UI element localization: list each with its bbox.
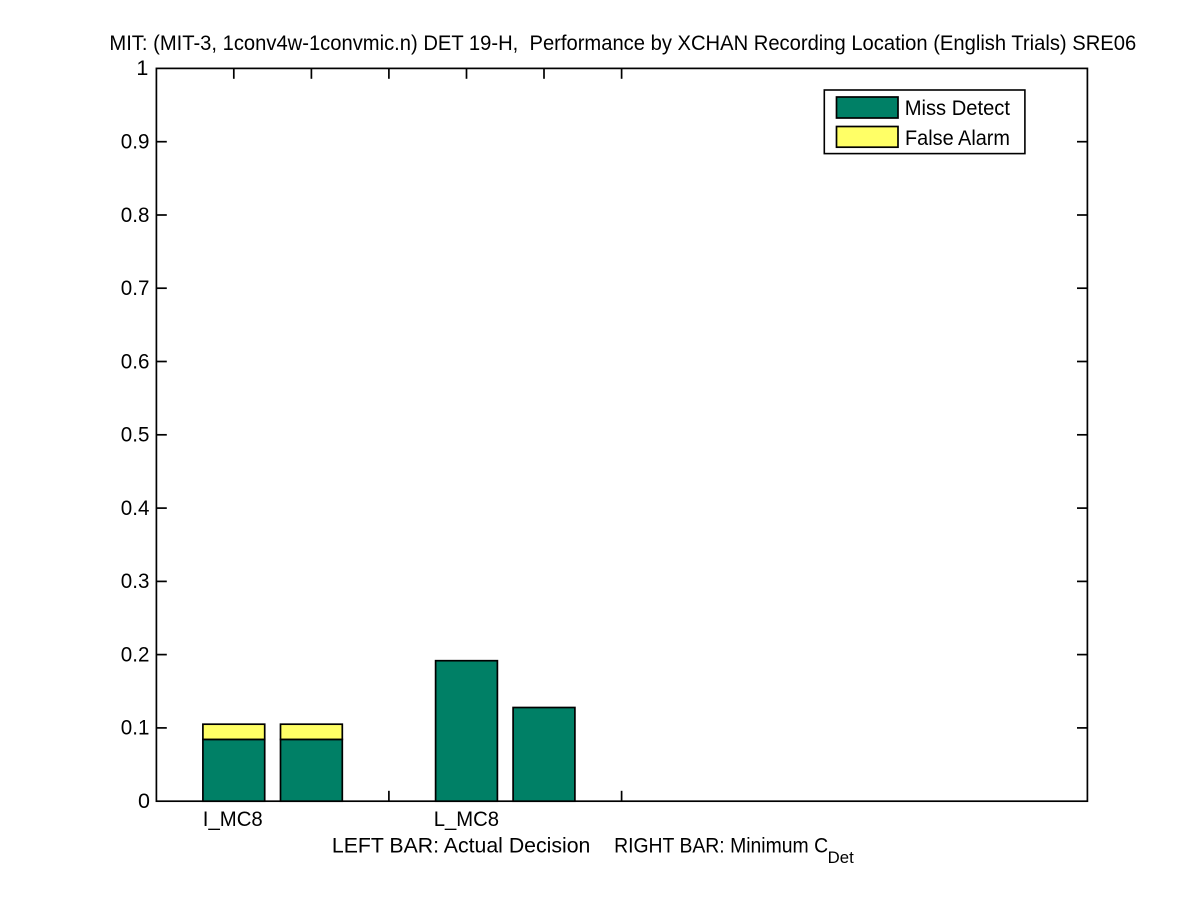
- svg-text:Miss Detect: Miss Detect: [905, 96, 1010, 120]
- svg-text:0.3: 0.3: [121, 569, 150, 593]
- svg-text:L_MC8: L_MC8: [434, 807, 499, 831]
- svg-text:LEFT BAR: Actual Decision: LEFT BAR: Actual Decision: [332, 833, 591, 857]
- svg-text:False Alarm: False Alarm: [905, 126, 1010, 150]
- svg-text:0.7: 0.7: [121, 276, 150, 300]
- svg-text:0.1: 0.1: [121, 716, 150, 740]
- svg-text:0.8: 0.8: [121, 203, 150, 227]
- svg-text:0.2: 0.2: [121, 642, 150, 666]
- svg-text:RIGHT BAR: Minimum C: RIGHT BAR: Minimum C: [614, 833, 828, 857]
- svg-text:Det: Det: [828, 849, 855, 867]
- svg-text:0.6: 0.6: [121, 349, 150, 373]
- svg-text:0.9: 0.9: [121, 130, 150, 154]
- svg-text:0.5: 0.5: [121, 423, 150, 447]
- svg-text:0.4: 0.4: [121, 496, 150, 520]
- svg-text:MIT: (MIT-3, 1conv4w-1convmic.: MIT: (MIT-3, 1conv4w-1convmic.n) DET 19-…: [109, 31, 1136, 55]
- svg-text:I_MC8: I_MC8: [203, 807, 263, 831]
- svg-text:1: 1: [136, 56, 148, 80]
- svg-text:0: 0: [138, 789, 150, 813]
